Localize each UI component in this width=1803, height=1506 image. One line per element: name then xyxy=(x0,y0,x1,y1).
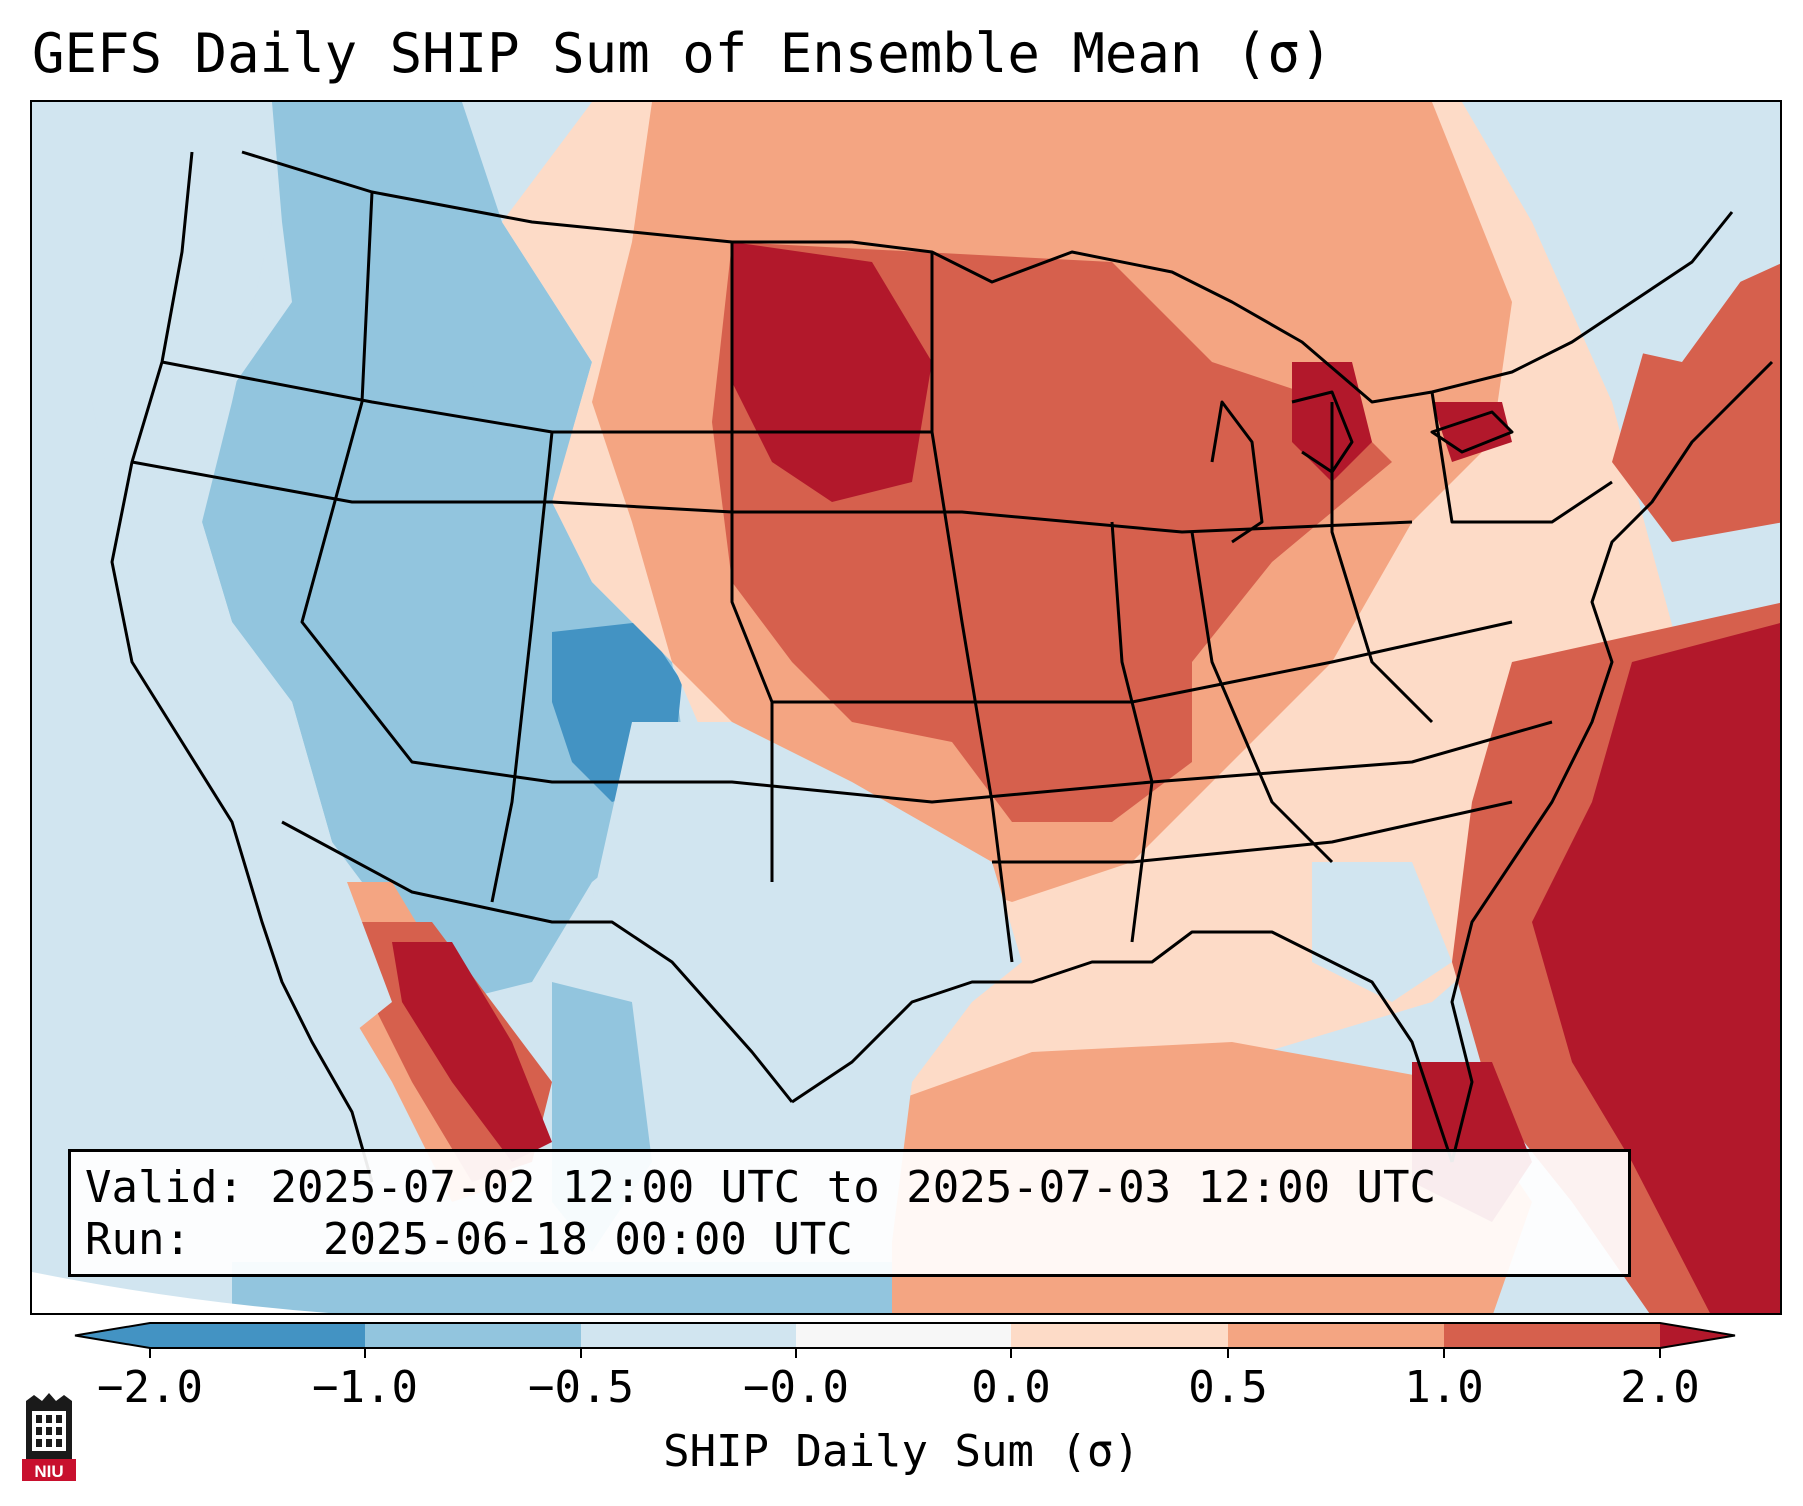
colorbar-tick-label: −0.5 xyxy=(528,1362,634,1413)
niu-logo-icon: NIU xyxy=(22,1393,76,1481)
colorbar-segment xyxy=(581,1323,796,1348)
state-border-12 xyxy=(1430,391,1613,524)
colorbar-ticks: −2.0 −1.0 −0.5 −0.0 0.0 0.5 1.0 2.0 xyxy=(0,1362,1803,1422)
valid-label: Valid: xyxy=(85,1162,244,1213)
field-shading xyxy=(32,102,1780,1313)
state-border-10 xyxy=(992,800,1513,864)
valid-run-info-box: Valid: 2025-07-02 12:00 UTC to 2025-07-0… xyxy=(68,1149,1631,1277)
field-lightblue-southeast xyxy=(1312,862,1452,1002)
colorbar-tick-label: 0.5 xyxy=(1188,1362,1268,1413)
colorbar-segment xyxy=(796,1323,1011,1348)
field-lightblue-texas xyxy=(592,722,1022,1242)
state-border-6 xyxy=(930,252,1014,963)
state-border-8 xyxy=(1190,531,1334,864)
field-blue-central-idaho xyxy=(472,322,572,502)
great-lakes xyxy=(1210,390,1514,544)
colorbar-tick-label: −0.0 xyxy=(743,1362,849,1413)
atlantic-coastline xyxy=(1450,360,1774,1163)
state-border-4 xyxy=(490,431,554,903)
valid-value: 2025-07-02 12:00 UTC to 2025-07-03 12:00… xyxy=(270,1162,1437,1213)
colorbar-segment xyxy=(1444,1323,1660,1348)
colorbar-segment xyxy=(1228,1323,1444,1348)
colorbar-segment xyxy=(150,1323,365,1348)
niu-logo-text: NIU xyxy=(34,1462,63,1481)
field-darkred-dakotas xyxy=(732,242,932,502)
colorbar-segment xyxy=(365,1323,581,1348)
colorbar-label: SHIP Daily Sum (σ) xyxy=(663,1426,1140,1477)
state-border-3 xyxy=(300,191,1553,804)
run-value: 2025-06-18 00:00 UTC xyxy=(322,1214,853,1265)
colorbar-segment xyxy=(1011,1323,1228,1348)
ship-field-map xyxy=(32,102,1780,1313)
us-mexico-border xyxy=(281,820,794,1103)
state-border-9 xyxy=(772,620,1513,704)
state-border-5 xyxy=(730,242,774,882)
colorbar xyxy=(74,1322,1736,1358)
run-label: Run: xyxy=(85,1214,191,1265)
valid-line: Valid: 2025-07-02 12:00 UTC to 2025-07-0… xyxy=(85,1162,1436,1214)
field-lightblue-nw-corner xyxy=(32,102,392,1082)
state-border-11 xyxy=(1330,402,1434,724)
colorbar-tick-label: 0.0 xyxy=(971,1362,1051,1413)
run-line: Run: 2025-06-18 00:00 UTC xyxy=(85,1214,853,1266)
projection-outside xyxy=(32,1272,330,1313)
colorbar-extend-high xyxy=(1660,1323,1735,1348)
colorbar-tick-label: 1.0 xyxy=(1404,1362,1484,1413)
chart-title: GEFS Daily SHIP Sum of Ensemble Mean (σ) xyxy=(32,22,1333,85)
field-darkred-atlantic xyxy=(1532,623,1780,1313)
colorbar-tick-label: 2.0 xyxy=(1620,1362,1700,1413)
colorbar-tick-label: −1.0 xyxy=(312,1362,418,1413)
field-darkred-baja xyxy=(392,942,552,1162)
colorbar-extend-low xyxy=(75,1323,150,1348)
map-panel xyxy=(30,100,1782,1315)
us-canada-border xyxy=(241,150,1734,404)
gulf-coastline xyxy=(791,930,1454,1163)
map-borders xyxy=(110,150,1774,1183)
colorbar-tick-label: −2.0 xyxy=(97,1362,203,1413)
